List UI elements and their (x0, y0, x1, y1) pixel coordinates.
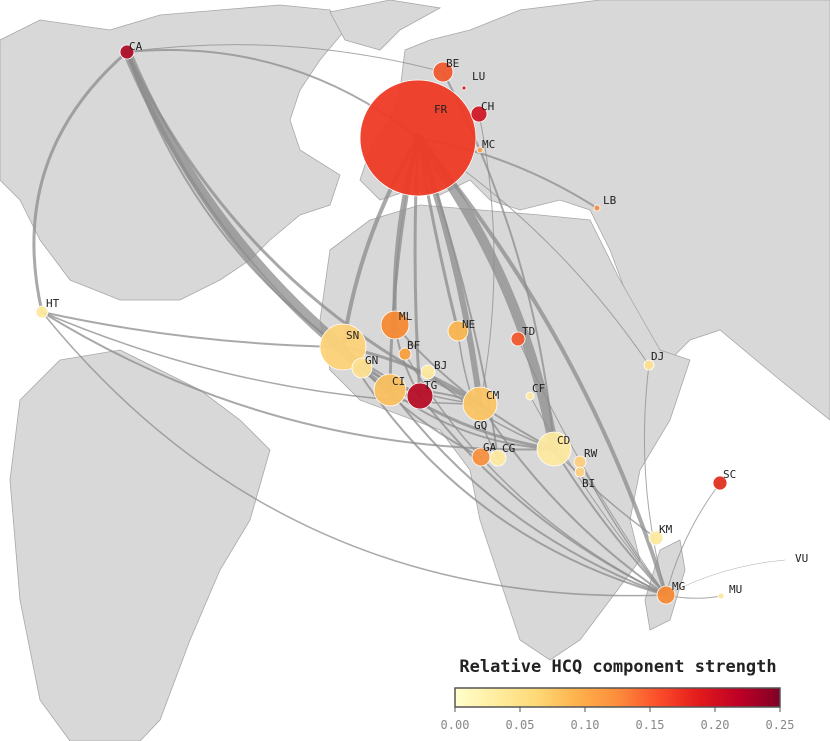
flow-edge (517, 338, 667, 596)
colorbar-tick-label: 0.15 (636, 718, 665, 732)
country-node (643, 359, 655, 371)
country-label: CM (486, 389, 500, 402)
country-label: LB (603, 194, 617, 207)
country-label: TG (424, 379, 437, 392)
colorbar-tick-label: 0.00 (441, 718, 470, 732)
flow-edge (643, 364, 667, 596)
country-node (510, 331, 526, 347)
country-label: TD (522, 325, 535, 338)
country-label: SN (346, 329, 359, 342)
country-label: VU (795, 552, 808, 565)
country-node (593, 204, 601, 212)
country-label: CD (557, 434, 570, 447)
colorbar-tick-label: 0.25 (766, 718, 795, 732)
flow-edge (41, 311, 344, 348)
country-label: DJ (651, 350, 664, 363)
nodes: CA BE LU FR CH MC LB HT ML SN NE TD BF GN BJ CI TG CM CF GQ… (35, 40, 808, 605)
country-label: CA (129, 40, 143, 53)
country-node (525, 391, 535, 401)
flow-edge (478, 113, 495, 405)
country-label: MG (672, 580, 685, 593)
flow-edge (665, 559, 786, 596)
country-label: BI (582, 477, 595, 490)
country-node (351, 357, 373, 379)
country-label: CG (502, 442, 515, 455)
country-node (476, 146, 484, 154)
country-label: GN (365, 354, 378, 367)
country-label: KM (659, 523, 673, 536)
country-label: MU (729, 583, 742, 596)
country-label: NE (462, 318, 475, 331)
country-node (712, 475, 728, 491)
country-label: MC (482, 138, 495, 151)
flow-edge (32, 50, 129, 314)
country-label: SC (723, 468, 736, 481)
country-node (717, 592, 725, 600)
country-node (461, 85, 467, 91)
country-label: HT (46, 297, 60, 310)
country-label: BJ (434, 359, 447, 372)
flow-edge (529, 395, 667, 596)
country-node (656, 585, 676, 605)
country-node (470, 105, 488, 123)
country-node (648, 530, 664, 546)
country-node (489, 449, 507, 467)
country-label: BF (407, 339, 420, 352)
colorbar-tick-label: 0.05 (506, 718, 535, 732)
country-label: ML (399, 310, 413, 323)
flow-edge (579, 461, 667, 596)
flow-edge (389, 389, 667, 596)
country-node (319, 323, 367, 371)
country-node (432, 61, 454, 83)
colorbar-scale (454, 687, 781, 708)
flow-edge (126, 44, 444, 73)
country-node (536, 431, 572, 467)
country-node (462, 386, 498, 422)
country-node (380, 310, 410, 340)
flow-edge (41, 311, 667, 597)
country-node (359, 79, 477, 197)
flow-edge (553, 448, 667, 596)
country-label: LU (472, 70, 485, 83)
country-label: BE (446, 57, 459, 70)
country-label: CH (481, 100, 494, 113)
country-label: GQ (474, 419, 487, 432)
country-node (35, 305, 49, 319)
flow-edge (389, 389, 555, 450)
country-node (398, 347, 412, 361)
country-label: GA (483, 441, 497, 454)
flow-edge (479, 403, 667, 596)
country-node (420, 364, 436, 380)
country-label: FR (434, 103, 448, 116)
colorbar-tick-label: 0.10 (571, 718, 600, 732)
country-node (447, 320, 469, 342)
country-label: CI (392, 375, 405, 388)
country-label: CF (532, 382, 545, 395)
country-node (406, 382, 434, 410)
country-label: RW (584, 447, 598, 460)
country-node (119, 44, 135, 60)
country-node (574, 466, 586, 478)
colorbar-title: Relative HCQ component strength (459, 657, 776, 677)
country-node (373, 373, 407, 407)
colorbar: Relative HCQ component strength 0.00 0.05… (441, 657, 795, 732)
colorbar-tick-label: 0.20 (701, 718, 730, 732)
flow-edge (665, 482, 721, 596)
flow-edge (416, 136, 668, 597)
